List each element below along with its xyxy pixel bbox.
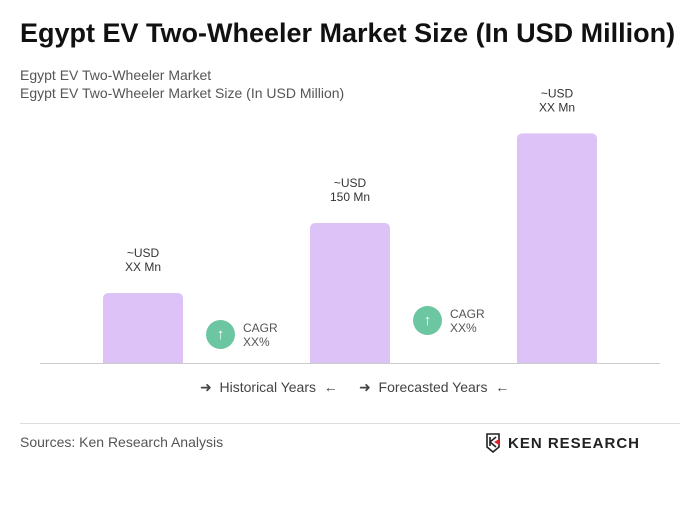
- sources-note: Sources: Ken Research Analysis: [20, 434, 224, 450]
- cagr-label: CAGR: [243, 320, 278, 335]
- bar-3: [517, 133, 597, 363]
- legend-forecasted-label: Forecasted Years: [378, 379, 488, 395]
- arrow-right-icon: ➜: [200, 379, 212, 395]
- cagr-value: XX%: [243, 334, 270, 349]
- arrow-up-icon: ↑: [413, 306, 442, 335]
- legend-historical: ➜ Historical Years ←: [200, 379, 338, 396]
- arrow-up-icon: ↑: [206, 320, 235, 349]
- page-title: Egypt EV Two-Wheeler Market Size (In USD…: [20, 18, 676, 48]
- data-label: ~USD: [334, 176, 367, 190]
- data-label: XX Mn: [125, 260, 161, 274]
- arrow-left-icon: ←: [323, 379, 338, 395]
- arrow-left-icon: ←: [495, 379, 510, 395]
- ken-research-logo: KEN RESEARCH: [486, 433, 640, 453]
- logo-text: KEN RESEARCH: [508, 434, 641, 452]
- bar-2: [310, 223, 390, 363]
- legend-forecasted: ➜ Forecasted Years ←: [359, 379, 509, 396]
- bar-1: [103, 293, 183, 363]
- data-label: ~USD: [127, 246, 160, 260]
- logo-mark-icon: [486, 433, 500, 453]
- subtitle: Egypt EV Two-Wheeler Market: [20, 67, 212, 83]
- cagr-badge-historical: ↑ CAGR XX%: [206, 320, 278, 349]
- data-label: ~USD: [541, 86, 574, 100]
- legend-historical-label: Historical Years: [219, 379, 317, 395]
- footer-divider: [20, 423, 680, 424]
- subtitle-2: Egypt EV Two-Wheeler Market Size (In USD…: [20, 85, 345, 101]
- cagr-label: CAGR: [450, 306, 485, 321]
- arrow-right-icon: ➜: [359, 379, 371, 395]
- cagr-badge-forecast: ↑ CAGR XX%: [413, 306, 485, 335]
- data-label: XX Mn: [539, 100, 575, 114]
- cagr-value: XX%: [450, 320, 477, 335]
- data-label: 150 Mn: [330, 190, 370, 204]
